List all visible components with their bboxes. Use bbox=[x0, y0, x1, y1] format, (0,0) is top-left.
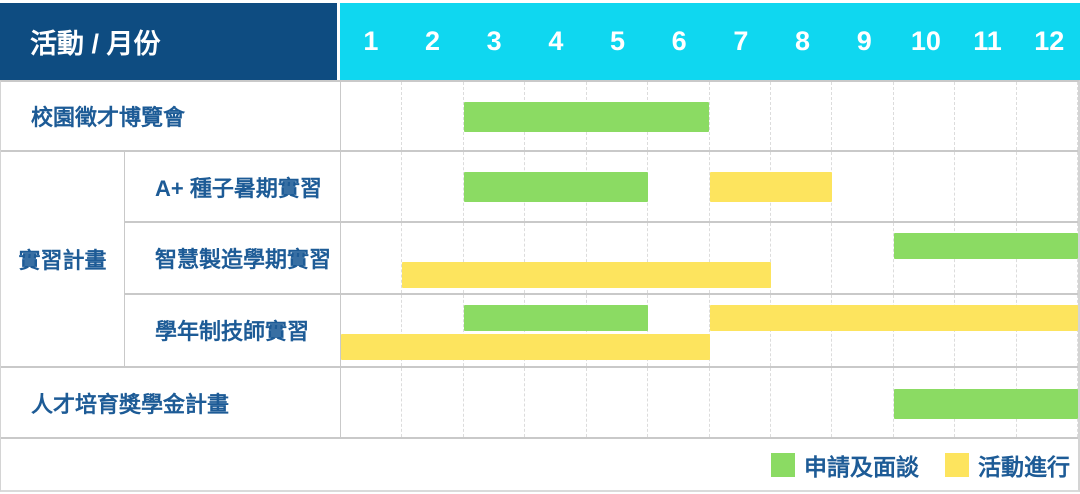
month-gridcell bbox=[402, 294, 464, 367]
month-gridcell bbox=[587, 368, 649, 437]
row-label: 智慧製造學期實習 bbox=[155, 247, 332, 273]
month-label-12: 12 bbox=[1034, 26, 1065, 56]
month-gridcell bbox=[648, 152, 710, 222]
bar-apply-green bbox=[893, 389, 1078, 419]
month-axis-header: 1 2 3 4 5 6 7 8 9 10 11 12 bbox=[340, 3, 1080, 80]
month-gridcell bbox=[894, 82, 956, 150]
month-gridcell bbox=[464, 223, 526, 293]
table-row: 智慧製造學期實習 bbox=[125, 223, 1079, 295]
month-gridcell bbox=[710, 368, 771, 437]
bar-apply-green bbox=[463, 172, 649, 202]
legend-swatch-yellow bbox=[945, 452, 969, 477]
month-gridcell bbox=[771, 368, 833, 437]
bar-apply-green bbox=[893, 233, 1078, 260]
month-gridcell bbox=[402, 82, 464, 150]
month-gridcell bbox=[648, 82, 710, 150]
row-label: 校園徵才博覽會 bbox=[31, 105, 186, 130]
month-label-4: 4 bbox=[548, 26, 564, 56]
legend-swatch-green bbox=[771, 452, 795, 477]
timeline-row bbox=[340, 82, 1079, 150]
row-label: A+ 種子暑期實習 bbox=[155, 175, 322, 201]
month-gridcell bbox=[771, 82, 833, 150]
month-gridcell bbox=[525, 368, 587, 437]
month-gridcell bbox=[648, 294, 710, 367]
month-label-6: 6 bbox=[671, 26, 687, 56]
month-label-9: 9 bbox=[856, 26, 872, 56]
corner-title: 活動 / 月份 bbox=[30, 29, 161, 59]
legend-item-apply: 申請及面談 bbox=[771, 448, 919, 482]
month-gridcell bbox=[464, 368, 526, 437]
month-gridcell bbox=[832, 82, 894, 150]
month-gridcell bbox=[1017, 82, 1079, 150]
timeline-row bbox=[340, 294, 1079, 367]
timeline-row bbox=[340, 152, 1079, 222]
bar-apply-green bbox=[463, 304, 649, 331]
month-gridcell bbox=[1017, 152, 1079, 222]
month-label-3: 3 bbox=[486, 26, 502, 56]
legend-label-activity: 活動進行 bbox=[978, 453, 1070, 480]
activity-month-header-cell: 活動 / 月份 bbox=[0, 3, 337, 80]
table-row: 學年制技師實習 bbox=[125, 294, 1079, 367]
month-gridcell bbox=[341, 152, 403, 222]
month-gridcell bbox=[341, 223, 403, 293]
month-gridcell bbox=[525, 223, 587, 293]
month-gridcell bbox=[648, 368, 710, 437]
timeline-row bbox=[340, 368, 1079, 437]
month-gridcell bbox=[341, 294, 403, 367]
month-label-5: 5 bbox=[610, 26, 626, 56]
group-label-cell: 實習計畫 bbox=[1, 152, 125, 366]
month-gridcell bbox=[955, 82, 1017, 150]
timeline-row bbox=[340, 223, 1079, 293]
bar-activity-yellow bbox=[402, 262, 771, 289]
month-gridcell bbox=[402, 368, 464, 437]
legend-label-apply: 申請及面談 bbox=[804, 453, 919, 480]
month-gridcell bbox=[832, 368, 894, 437]
month-gridcell bbox=[894, 152, 956, 222]
bar-activity-yellow bbox=[709, 304, 1078, 331]
month-label-1: 1 bbox=[363, 26, 379, 56]
month-gridcell bbox=[710, 223, 771, 293]
month-gridcell bbox=[832, 223, 894, 293]
month-gridcell bbox=[587, 223, 649, 293]
month-gridcell bbox=[648, 223, 710, 293]
legend: 申請及面談 活動進行 bbox=[0, 439, 1080, 492]
month-gridcell bbox=[402, 152, 464, 222]
month-gridcell bbox=[771, 223, 833, 293]
month-label-11: 11 bbox=[973, 26, 1002, 56]
month-label-7: 7 bbox=[733, 26, 749, 56]
month-label-2: 2 bbox=[424, 26, 441, 56]
group-row-internship: 實習計畫 A+ 種子暑期實習 智慧製造學期實習 學年制技師實習 bbox=[1, 152, 1079, 368]
table-row: 人才培育獎學金計畫 bbox=[1, 368, 1079, 439]
group-subrows: A+ 種子暑期實習 智慧製造學期實習 學年制技師實習 bbox=[125, 152, 1079, 367]
month-gridcell bbox=[341, 82, 403, 150]
table-row: 校園徵才博覽會 bbox=[1, 82, 1079, 152]
month-gridcell bbox=[341, 368, 403, 437]
legend-item-activity: 活動進行 bbox=[945, 448, 1070, 482]
row-label: 人才培育獎學金計畫 bbox=[31, 391, 230, 417]
month-gridcell bbox=[402, 223, 464, 293]
header-gap bbox=[337, 3, 340, 80]
row-label: 學年制技師實習 bbox=[155, 319, 310, 345]
bar-activity-yellow bbox=[709, 172, 833, 202]
month-label-10: 10 bbox=[910, 26, 941, 56]
month-label-8: 8 bbox=[795, 26, 811, 56]
gantt-body: 校園徵才博覽會 實習計畫 A+ 種子暑期實習 智慧製造學期實習 學年制技師實習 人才培育獎… bbox=[0, 80, 1080, 439]
bar-activity-yellow bbox=[341, 333, 710, 360]
month-gridcell bbox=[955, 152, 1017, 222]
bar-apply-green bbox=[463, 102, 710, 132]
table-row: A+ 種子暑期實習 bbox=[125, 152, 1079, 224]
month-gridcell bbox=[832, 152, 894, 222]
month-gridcell bbox=[710, 82, 771, 150]
header-row: 活動 / 月份 1 2 3 4 5 6 7 8 9 10 11 12 bbox=[0, 3, 1080, 80]
